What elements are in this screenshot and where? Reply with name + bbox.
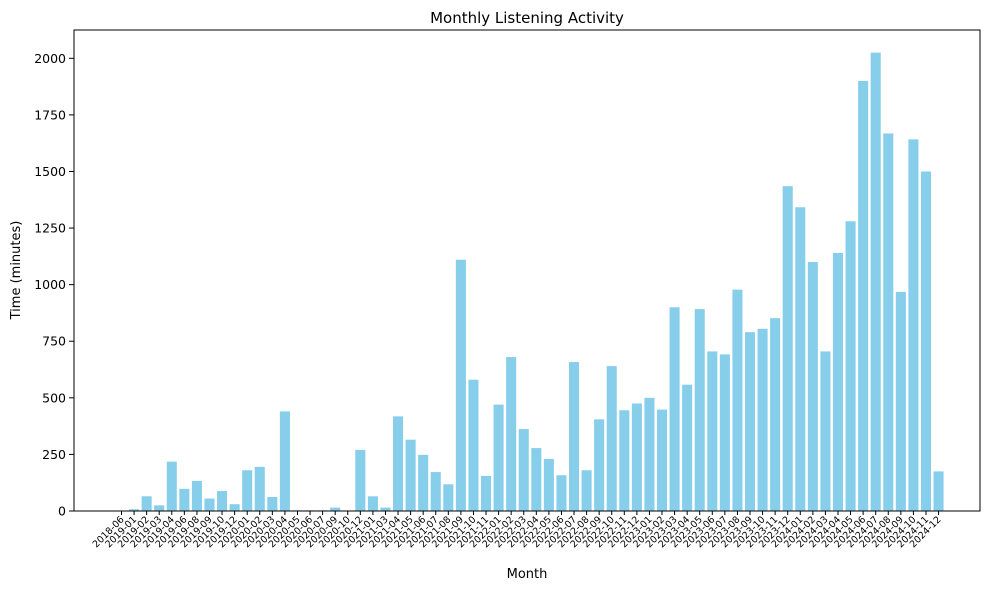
y-tick-label: 1000 <box>34 277 66 292</box>
bar-2022-11 <box>619 410 630 511</box>
bar-2020-04 <box>279 411 290 511</box>
bar-2019-02 <box>141 496 152 511</box>
bar-2019-01 <box>129 509 140 511</box>
bar-2023-06 <box>707 351 718 511</box>
y-tick-label: 2000 <box>34 51 66 66</box>
bar-2021-09 <box>455 259 466 511</box>
bar-2021-08 <box>443 484 454 511</box>
x-axis: 2018-062019-012019-022019-032019-042019-… <box>91 511 944 550</box>
bar-2022-05 <box>543 458 554 511</box>
plot-frame <box>73 29 981 512</box>
bar-2023-02 <box>656 409 668 511</box>
bar-2023-01 <box>644 397 655 511</box>
y-tick-label: 750 <box>42 334 66 349</box>
bar-2020-02 <box>254 466 265 511</box>
bar-2020-12 <box>355 449 366 511</box>
bar-2019-04 <box>166 461 177 511</box>
bar-2022-10 <box>606 366 617 511</box>
bar-2019-12 <box>229 504 240 511</box>
bar-2024-05 <box>845 221 856 511</box>
y-tick-label: 1250 <box>34 221 66 236</box>
bar-2022-09 <box>594 419 605 511</box>
bar-2024-07 <box>870 52 881 511</box>
bar-2024-10 <box>908 139 919 511</box>
bar-2023-11 <box>770 318 781 511</box>
x-axis-label: Month <box>507 567 548 582</box>
bar-2024-09 <box>895 291 906 511</box>
bar-2023-10 <box>757 328 768 511</box>
bar-2024-12 <box>933 471 944 511</box>
bar-2021-05 <box>405 439 416 511</box>
bar-2022-08 <box>581 470 592 511</box>
bar-2020-09 <box>330 507 341 511</box>
y-tick-label: 0 <box>58 504 66 519</box>
y-tick-label: 1750 <box>34 107 66 122</box>
bar-2019-10 <box>217 491 228 511</box>
bar-2019-06 <box>179 488 190 511</box>
bar-2024-08 <box>883 133 894 511</box>
bar-2021-04 <box>393 416 404 511</box>
bar-2024-02 <box>807 262 818 511</box>
bar-2020-03 <box>267 496 278 511</box>
bar-2020-01 <box>242 470 253 511</box>
bar-2019-03 <box>154 505 165 511</box>
bar-2023-04 <box>682 384 693 511</box>
bar-2023-03 <box>669 307 680 511</box>
y-axis-label: Time (minutes) <box>9 221 24 321</box>
bar-2022-01 <box>493 404 504 511</box>
bar-2019-09 <box>204 498 215 511</box>
chart-title: Monthly Listening Activity <box>430 9 624 27</box>
y-axis: 0 250 500 750 1000 1250 1500 1750 2000 <box>34 51 74 519</box>
bar-2022-03 <box>518 429 529 511</box>
bar-2024-03 <box>820 351 831 511</box>
bars-group <box>129 52 944 512</box>
bar-2023-07 <box>719 354 730 511</box>
bar-2021-03 <box>380 507 391 511</box>
y-tick-label: 250 <box>42 447 66 462</box>
bar-2023-12 <box>782 186 793 511</box>
bar-2021-01 <box>367 496 378 511</box>
bar-2022-06 <box>556 475 567 511</box>
bar-2023-09 <box>744 332 756 511</box>
bar-2024-01 <box>795 207 806 512</box>
bar-2024-04 <box>832 252 844 511</box>
bar-2024-11 <box>920 171 932 511</box>
bar-2023-08 <box>732 289 743 511</box>
y-tick-label: 1500 <box>34 164 66 179</box>
bar-2022-12 <box>631 403 642 511</box>
bar-2021-06 <box>418 454 429 511</box>
bar-2023-05 <box>694 309 705 511</box>
bar-2022-04 <box>531 448 542 511</box>
bar-2022-07 <box>568 362 580 511</box>
bar-2022-02 <box>506 357 517 511</box>
bar-2021-07 <box>430 472 441 511</box>
bar-2019-08 <box>191 480 202 511</box>
bar-2021-10 <box>468 379 479 511</box>
bar-2021-11 <box>481 475 492 511</box>
y-tick-label: 500 <box>42 390 66 405</box>
bar-2024-06 <box>858 80 869 512</box>
